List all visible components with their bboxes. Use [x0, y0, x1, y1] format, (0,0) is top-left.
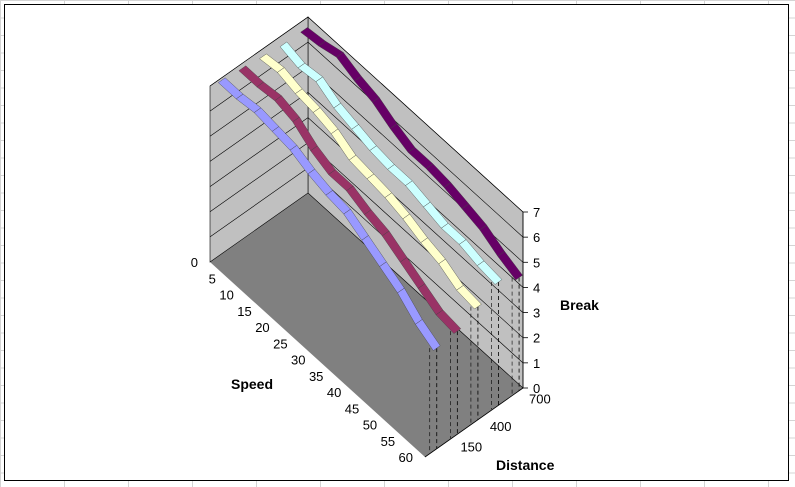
break-tick-label: 4	[533, 280, 540, 295]
distance-tick-label: 150	[460, 440, 482, 455]
speed-tick-label: 10	[219, 288, 233, 303]
series-ribbon[interactable]	[279, 41, 503, 285]
speed-tick-label: 25	[273, 336, 287, 351]
break-tick-label: 7	[533, 205, 540, 220]
distance-axis-line	[424, 387, 524, 458]
break-gridline	[209, 92, 524, 288]
break-gridline	[209, 117, 524, 313]
speed-tick-label: 0	[191, 255, 198, 270]
break-tick-label: 5	[533, 255, 540, 270]
break-axis-ticks: 0 1 2 3 4 5 6 7	[523, 205, 540, 396]
break-axis-label: Break	[560, 297, 599, 313]
speed-tick-label: 40	[327, 385, 341, 400]
speed-tick-label: 60	[399, 450, 413, 465]
break-tick-label: 0	[533, 381, 540, 396]
chart-floor	[210, 193, 523, 457]
distance-axis-ticks: 150 400 700	[460, 391, 550, 454]
series-segment[interactable]	[435, 309, 462, 334]
speed-tick-label: 30	[291, 353, 305, 368]
break-tick-label: 2	[533, 331, 540, 346]
series-ribbon[interactable]	[300, 27, 523, 281]
series-segment[interactable]	[497, 251, 523, 281]
break-tick-label: 3	[533, 306, 540, 321]
series-segment[interactable]	[415, 319, 441, 351]
distance-tick-label: 400	[490, 419, 512, 434]
speed-tick-label: 55	[381, 434, 395, 449]
series-ribbon[interactable]	[259, 53, 482, 310]
speed-tick-label: 45	[345, 401, 359, 416]
distance-tick-label: 700	[529, 391, 551, 406]
break-gridline	[209, 16, 524, 213]
series-ribbon[interactable]	[217, 77, 441, 351]
break-gridline	[209, 41, 524, 238]
speed-tick-label: 20	[255, 320, 269, 335]
break-tick-label: 6	[533, 230, 540, 245]
series-segment[interactable]	[456, 285, 482, 310]
distance-axis-label: Distance	[496, 457, 555, 473]
chart-droplines	[429, 277, 520, 453]
speed-axis-label: Speed	[231, 376, 273, 392]
speed-tick-label: 15	[237, 304, 251, 319]
series-ribbon[interactable]	[238, 65, 462, 334]
break-tick-label: 1	[533, 356, 540, 371]
speed-tick-label: 50	[363, 418, 377, 433]
speed-tick-label: 35	[309, 369, 323, 384]
series-segment[interactable]	[476, 260, 503, 285]
chart-series-ribbons	[217, 27, 523, 351]
speed-tick-label: 5	[209, 271, 216, 286]
